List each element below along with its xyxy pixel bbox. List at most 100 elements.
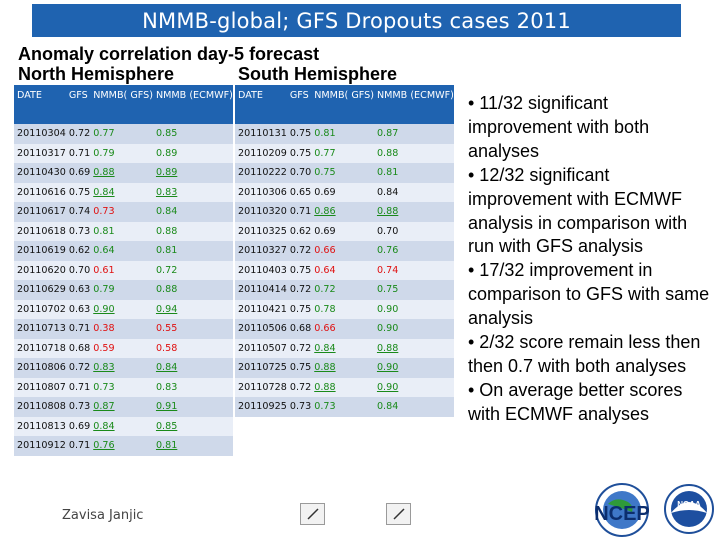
score-cell: 0.61	[90, 260, 153, 280]
slash-icon	[306, 508, 319, 520]
score-cell: 0.88	[152, 221, 233, 241]
score-cell: 0.78	[311, 299, 374, 319]
table-row: 20110209 0.75 0.77 0.88	[235, 143, 454, 163]
score-cell: 0.72	[152, 260, 233, 280]
bullet-item: • On average better scores with ECMWF an…	[468, 379, 683, 424]
table-row: 20110912 0.71 0.76 0.81	[14, 436, 233, 456]
table-row: 20110813 0.69 0.84 0.85	[14, 416, 233, 436]
sh-header-row: DATE GFS NMMB( GFS) NMMB (ECMWF)	[235, 85, 454, 124]
score-cell: 0.72	[286, 280, 312, 300]
score-cell: 0.76	[90, 436, 153, 456]
score-cell: 0.73	[65, 397, 91, 417]
score-cell: 0.90	[373, 377, 454, 397]
score-cell: 0.79	[90, 280, 153, 300]
score-cell: 0.85	[152, 416, 233, 436]
score-cell: 0.81	[90, 221, 153, 241]
column-header: NMMB (ECMWF)	[373, 85, 454, 124]
score-cell: 0.58	[152, 338, 233, 358]
table-row: 20110414 0.72 0.72 0.75	[235, 280, 454, 300]
south-hemisphere-table: DATE GFS NMMB( GFS) NMMB (ECMWF) 20110131 0.7…	[235, 85, 454, 417]
score-cell: 0.73	[90, 377, 153, 397]
score-cell: 0.90	[90, 299, 153, 319]
score-cell: 0.69	[65, 163, 91, 183]
score-cell: 0.81	[373, 163, 454, 183]
score-cell: 0.88	[152, 280, 233, 300]
score-cell: 0.90	[373, 358, 454, 378]
table-row: 20110713 0.71 0.38 0.55	[14, 319, 233, 339]
score-cell: 0.84	[311, 338, 374, 358]
slide-title: NMMB-global; GFS Dropouts cases 2011	[32, 4, 681, 37]
score-cell: 0.87	[90, 397, 153, 417]
date-cell: 20110807	[14, 377, 66, 397]
score-cell: 0.74	[65, 202, 91, 222]
score-cell: 0.62	[65, 241, 91, 261]
date-cell: 20110713	[14, 319, 66, 339]
score-cell: 0.68	[65, 338, 91, 358]
score-cell: 0.77	[311, 143, 374, 163]
score-cell: 0.65	[286, 182, 312, 202]
score-cell: 0.59	[90, 338, 153, 358]
score-cell: 0.87	[373, 124, 454, 144]
score-cell: 0.75	[311, 163, 374, 183]
score-cell: 0.88	[90, 163, 153, 183]
score-cell: 0.75	[286, 124, 312, 144]
table-row: 20110304 0.72 0.77 0.85	[14, 124, 233, 144]
date-cell: 20110209	[235, 143, 287, 163]
table-row: 20110327 0.72 0.66 0.76	[235, 241, 454, 261]
table-row: 20110629 0.63 0.79 0.88	[14, 280, 233, 300]
score-cell: 0.63	[65, 299, 91, 319]
score-cell: 0.74	[373, 260, 454, 280]
table-row: 20110325 0.62 0.69 0.70	[235, 221, 454, 241]
nh-header-row: DATE GFS NMMB( GFS) NMMB (ECMWF)	[14, 85, 233, 124]
score-cell: 0.81	[152, 241, 233, 261]
table-row: 20110131 0.75 0.81 0.87	[235, 124, 454, 144]
table-row: 20110808 0.73 0.87 0.91	[14, 397, 233, 417]
score-cell: 0.83	[152, 182, 233, 202]
ncep-logo-text: NCEP	[594, 503, 650, 525]
date-cell: 20110414	[235, 280, 287, 300]
score-cell: 0.69	[311, 221, 374, 241]
table-row: 20110306 0.65 0.69 0.84	[235, 182, 454, 202]
table-row: 20110702 0.63 0.90 0.94	[14, 299, 233, 319]
score-cell: 0.66	[311, 241, 374, 261]
date-cell: 20110725	[235, 358, 287, 378]
date-cell: 20110629	[14, 280, 66, 300]
score-cell: 0.63	[65, 280, 91, 300]
score-cell: 0.69	[311, 182, 374, 202]
table-row: 20110507 0.72 0.84 0.88	[235, 338, 454, 358]
bullet-item: • 2/32 score remain less then then 0.7 w…	[468, 332, 701, 376]
score-cell: 0.88	[373, 338, 454, 358]
table-row: 20110718 0.68 0.59 0.58	[14, 338, 233, 358]
date-cell: 20110317	[14, 143, 66, 163]
date-cell: 20110813	[14, 416, 66, 436]
score-cell: 0.90	[373, 299, 454, 319]
score-cell: 0.71	[286, 202, 312, 222]
date-cell: 20110618	[14, 221, 66, 241]
table-row: 20110506 0.68 0.66 0.90	[235, 319, 454, 339]
date-cell: 20110702	[14, 299, 66, 319]
score-cell: 0.86	[311, 202, 374, 222]
score-cell: 0.76	[373, 241, 454, 261]
score-cell: 0.84	[90, 182, 153, 202]
table-row: 20110619 0.62 0.64 0.81	[14, 241, 233, 261]
slide-nav-slot[interactable]	[386, 503, 411, 525]
ncep-logo: NCEP	[578, 478, 668, 538]
north-hemisphere-table: DATE GFS NMMB( GFS) NMMB (ECMWF) 20110304 0.7…	[14, 85, 233, 456]
slide-nav-slot[interactable]	[300, 503, 325, 525]
score-cell: 0.84	[373, 182, 454, 202]
date-cell: 20110616	[14, 182, 66, 202]
column-header: NMMB (ECMWF)	[152, 85, 233, 124]
score-cell: 0.77	[90, 124, 153, 144]
score-cell: 0.88	[373, 143, 454, 163]
score-cell: 0.88	[311, 377, 374, 397]
date-cell: 20110430	[14, 163, 66, 183]
date-cell: 20110421	[235, 299, 287, 319]
score-cell: 0.84	[90, 416, 153, 436]
column-header: NMMB( GFS)	[311, 85, 374, 124]
score-cell: 0.79	[90, 143, 153, 163]
table-row: 20110222 0.70 0.75 0.81	[235, 163, 454, 183]
date-cell: 20110325	[235, 221, 287, 241]
score-cell: 0.84	[152, 202, 233, 222]
score-cell: 0.73	[286, 397, 312, 417]
score-cell: 0.62	[286, 221, 312, 241]
